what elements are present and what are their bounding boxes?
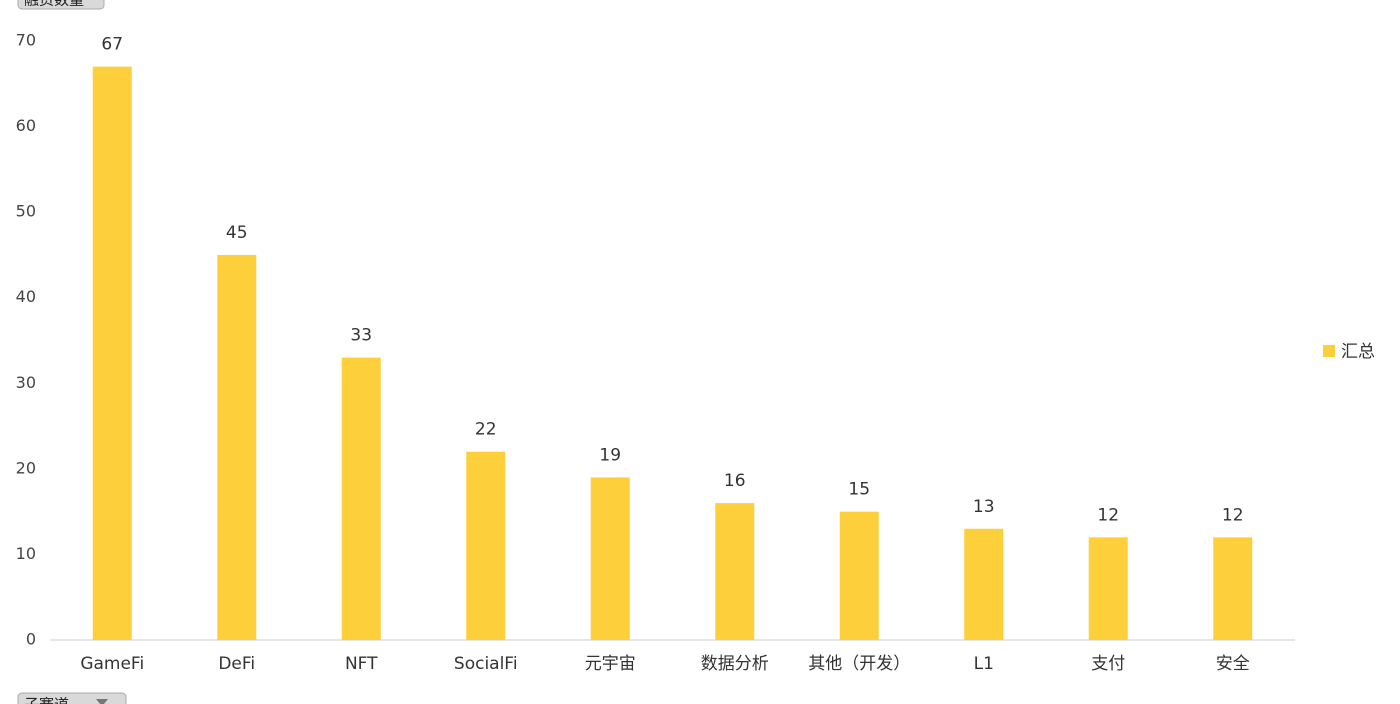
bar	[1088, 537, 1128, 640]
data-label: 16	[724, 471, 746, 491]
filter-icon[interactable]	[96, 699, 108, 704]
bar	[715, 503, 755, 640]
bar	[590, 477, 630, 640]
y-tick-label: 10	[16, 544, 36, 563]
y-tick-label: 40	[16, 287, 36, 306]
bar	[466, 451, 506, 640]
y-tick-label: 60	[16, 116, 36, 135]
x-tick-label: DeFi	[218, 654, 255, 674]
bar	[217, 254, 257, 640]
y-tick-label: 50	[16, 202, 36, 221]
x-tick-label: NFT	[345, 654, 378, 674]
data-label: 19	[599, 445, 621, 465]
x-tick-label: SocialFi	[454, 654, 518, 674]
y-tick-label: 0	[26, 630, 36, 649]
data-label: 12	[1097, 505, 1119, 525]
y-tick-label: 20	[16, 458, 36, 477]
data-label: 15	[848, 480, 870, 500]
x-tick-label: GameFi	[80, 654, 144, 674]
bar	[1213, 537, 1253, 640]
data-label: 67	[101, 35, 123, 55]
x-field-label: 子赛道	[24, 696, 69, 704]
legend-label: 汇总	[1341, 342, 1375, 362]
data-label: 45	[226, 223, 248, 243]
x-tick-label: 支付	[1091, 654, 1125, 674]
x-tick-label: 其他（开发）	[808, 654, 910, 674]
legend-swatch	[1323, 345, 1335, 357]
bar	[839, 511, 879, 640]
y-field-label: 融资数量	[24, 0, 84, 9]
data-label: 12	[1222, 505, 1244, 525]
bar	[964, 528, 1004, 640]
y-field-button[interactable]	[17, 0, 105, 10]
data-label: 33	[350, 326, 372, 346]
data-label: 13	[973, 497, 995, 517]
y-tick-label: 30	[16, 373, 36, 392]
bar	[341, 357, 381, 640]
x-tick-label: 数据分析	[701, 654, 769, 674]
x-tick-label: L1	[974, 654, 994, 674]
x-tick-label: 元宇宙	[585, 654, 636, 674]
x-tick-label: 安全	[1216, 654, 1250, 674]
y-tick-label: 70	[16, 31, 36, 50]
bar	[92, 66, 132, 640]
data-label: 22	[475, 420, 497, 440]
